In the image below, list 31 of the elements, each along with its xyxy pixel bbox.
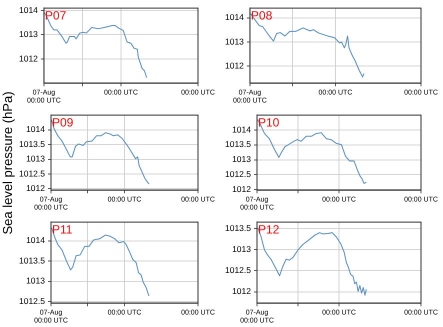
y-tick-label: 1012.5 — [19, 296, 46, 306]
y-tick-label: 1012 — [26, 183, 46, 194]
y-tick-label: 1012 — [224, 60, 244, 71]
y-tick-label: 1013.5 — [19, 255, 46, 266]
y-tick-label: 1013 — [26, 154, 46, 164]
y-tick-label: 1014 — [26, 235, 46, 246]
y-tick-label: 1013 — [18, 29, 38, 40]
y-tick-label: 1012 — [232, 286, 252, 296]
y-tick-label: 1014 — [26, 124, 46, 134]
y-tick-label: 1013.5 — [225, 139, 252, 150]
y-tick-label: 1012 — [18, 53, 38, 64]
chart-title: P09 — [52, 115, 74, 130]
y-tick-label: 1012.5 — [19, 168, 46, 178]
y-axis-title: Sea level pressure (hPa) — [0, 90, 16, 237]
chart-title: P11 — [52, 222, 73, 236]
y-tick-label: 1013.5 — [19, 138, 46, 149]
chart-title: P12 — [258, 222, 280, 236]
y-tick-label: 1013 — [232, 154, 252, 164]
chart-title: P07 — [44, 8, 67, 22]
y-tick-label: 1013 — [232, 244, 252, 254]
chart-title: P08 — [250, 8, 273, 22]
y-tick-label: 1013 — [224, 36, 244, 46]
y-tick-label: 1013.5 — [225, 222, 252, 233]
chart-title: P10 — [258, 115, 280, 130]
y-tick-label: 1014 — [18, 4, 38, 15]
y-tick-label: 1014 — [232, 124, 252, 134]
y-tick-label: 1013 — [26, 276, 46, 286]
y-tick-label: 1012.5 — [225, 265, 252, 276]
y-tick-label: 1014 — [224, 12, 244, 22]
y-tick-label: 1012.5 — [225, 169, 252, 180]
y-tick-label: 1012 — [232, 184, 252, 194]
